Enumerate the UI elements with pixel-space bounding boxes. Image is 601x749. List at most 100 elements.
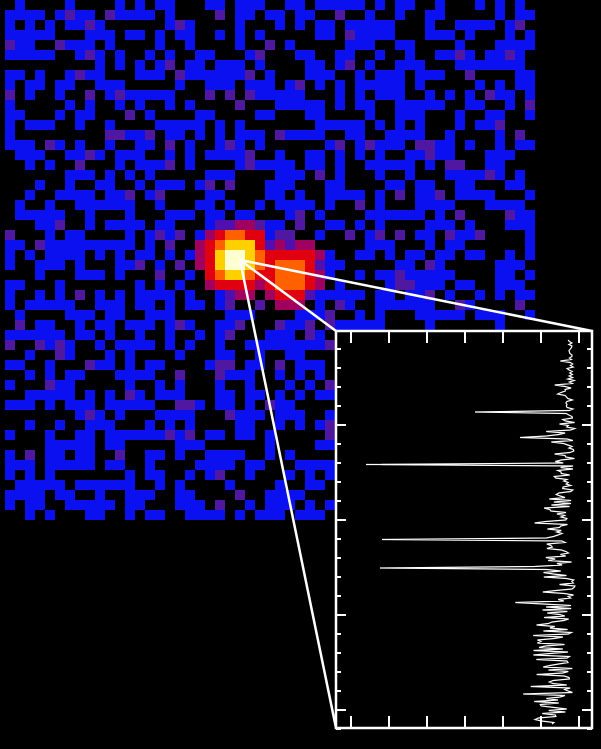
pixel xyxy=(175,370,185,380)
pixel xyxy=(225,240,235,250)
pixel xyxy=(405,260,415,270)
pixel xyxy=(145,450,155,460)
pixel xyxy=(195,300,205,310)
pixel xyxy=(385,180,395,190)
pixel xyxy=(515,20,525,30)
pixel xyxy=(155,430,165,440)
pixel xyxy=(375,210,385,220)
pixel xyxy=(215,510,225,520)
pixel xyxy=(265,340,275,350)
pixel xyxy=(125,510,135,520)
pixel xyxy=(245,130,255,140)
pixel xyxy=(245,460,255,470)
pixel xyxy=(85,440,95,450)
pixel xyxy=(15,50,25,60)
pixel xyxy=(435,150,445,160)
pixel xyxy=(515,50,525,60)
pixel xyxy=(55,80,65,90)
pixel xyxy=(355,120,365,130)
pixel xyxy=(515,40,525,50)
pixel xyxy=(35,80,45,90)
pixel xyxy=(245,380,255,390)
pixel xyxy=(385,30,395,40)
pixel xyxy=(135,300,145,310)
pixel xyxy=(65,0,75,10)
pixel xyxy=(205,70,215,80)
pixel xyxy=(465,140,475,150)
pixel xyxy=(125,110,135,120)
pixel xyxy=(285,240,295,250)
pixel xyxy=(405,170,415,180)
pixel xyxy=(465,230,475,240)
pixel xyxy=(225,250,235,260)
pixel xyxy=(165,0,175,10)
pixel xyxy=(35,330,45,340)
pixel xyxy=(325,140,335,150)
pixel xyxy=(295,290,305,300)
pixel xyxy=(425,200,435,210)
pixel xyxy=(285,300,295,310)
pixel xyxy=(155,180,165,190)
pixel xyxy=(205,510,215,520)
pixel xyxy=(375,160,385,170)
pixel xyxy=(275,160,285,170)
pixel xyxy=(265,220,275,230)
pixel xyxy=(345,320,355,330)
pixel xyxy=(405,60,415,70)
pixel xyxy=(145,470,155,480)
pixel xyxy=(115,100,125,110)
pixel xyxy=(175,30,185,40)
pixel xyxy=(155,480,165,490)
pixel xyxy=(175,20,185,30)
pixel xyxy=(365,30,375,40)
pixel xyxy=(265,510,275,520)
pixel xyxy=(245,160,255,170)
pixel xyxy=(265,40,275,50)
pixel xyxy=(55,10,65,20)
pixel xyxy=(285,160,295,170)
pixel xyxy=(25,30,35,40)
pixel xyxy=(475,80,485,90)
pixel xyxy=(445,220,455,230)
pixel xyxy=(245,430,255,440)
pixel xyxy=(375,200,385,210)
pixel xyxy=(465,280,475,290)
pixel xyxy=(395,10,405,20)
pixel xyxy=(155,60,165,70)
pixel xyxy=(235,120,245,130)
pixel xyxy=(525,90,535,100)
pixel xyxy=(105,200,115,210)
pixel xyxy=(315,420,325,430)
pixel xyxy=(225,220,235,230)
pixel xyxy=(115,340,125,350)
pixel xyxy=(155,90,165,100)
pixel xyxy=(315,280,325,290)
pixel xyxy=(115,300,125,310)
pixel xyxy=(15,280,25,290)
pixel xyxy=(385,300,395,310)
pixel xyxy=(215,30,225,40)
pixel xyxy=(515,220,525,230)
pixel xyxy=(375,230,385,240)
pixel xyxy=(245,390,255,400)
pixel xyxy=(85,200,95,210)
pixel xyxy=(445,50,455,60)
pixel xyxy=(295,10,305,20)
pixel xyxy=(465,180,475,190)
pixel xyxy=(235,310,245,320)
pixel xyxy=(25,390,35,400)
pixel xyxy=(405,0,415,10)
pixel xyxy=(5,460,15,470)
pixel xyxy=(35,240,45,250)
pixel xyxy=(345,30,355,40)
pixel xyxy=(85,420,95,430)
pixel xyxy=(115,480,125,490)
pixel xyxy=(425,150,435,160)
pixel xyxy=(475,60,485,70)
pixel xyxy=(95,180,105,190)
pixel xyxy=(35,290,45,300)
pixel xyxy=(45,50,55,60)
pixel xyxy=(385,90,395,100)
pixel xyxy=(195,70,205,80)
pixel xyxy=(235,490,245,500)
